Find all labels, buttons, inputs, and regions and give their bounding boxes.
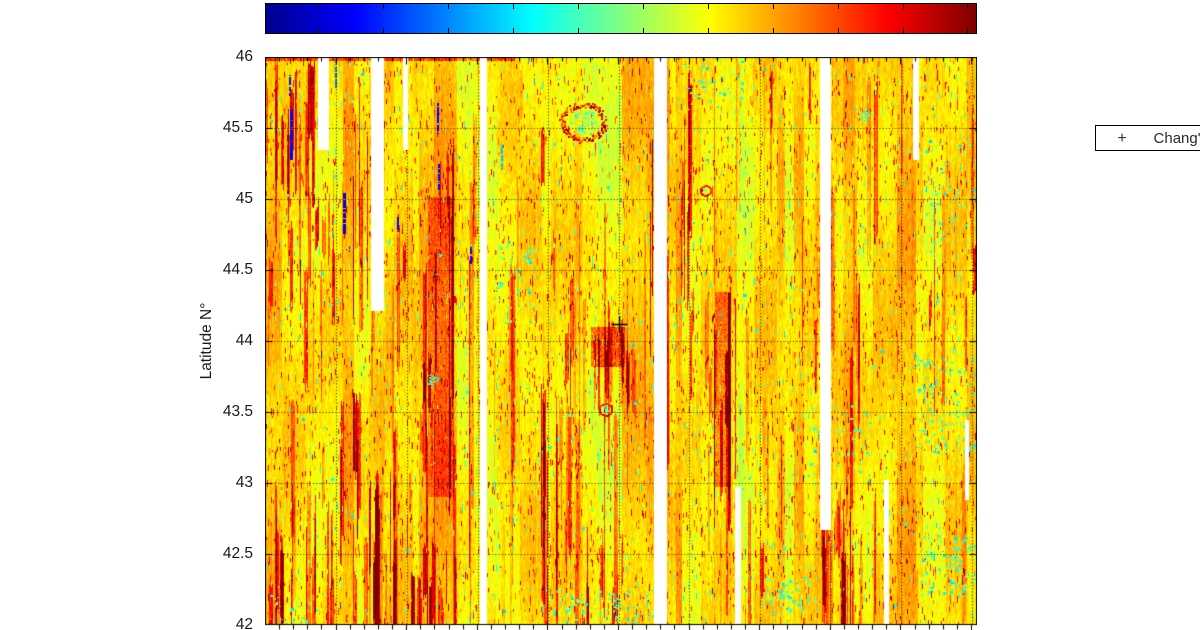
legend: + Chang'e 3 bbox=[1095, 125, 1200, 151]
colorbar-tick bbox=[838, 4, 839, 9]
colorbar-tick bbox=[448, 28, 449, 33]
y-tick-label: 44 bbox=[235, 332, 253, 349]
colorbar-tick bbox=[513, 28, 514, 33]
colorbar-tick bbox=[448, 4, 449, 9]
legend-label: Chang'e 3 bbox=[1153, 129, 1200, 147]
y-axis-tick-labels: 46 45.5 45 44.5 44 43.5 43 42.5 42 bbox=[0, 0, 253, 630]
plot-area: + Chang'e 3 bbox=[265, 57, 1200, 630]
colorbar-tick bbox=[578, 28, 579, 33]
colorbar-tick bbox=[838, 28, 839, 33]
legend-plus-marker-icon: + bbox=[1117, 129, 1127, 147]
colorbar-tick bbox=[708, 28, 709, 33]
y-tick-label: 42.5 bbox=[222, 545, 253, 562]
y-tick-label: 42 bbox=[235, 616, 253, 630]
y-tick-label: 45 bbox=[235, 190, 253, 207]
colorbar-tick bbox=[903, 28, 904, 33]
colorbar-tick bbox=[383, 4, 384, 9]
colorbar-tick bbox=[903, 4, 904, 9]
y-tick-label: 44.5 bbox=[222, 261, 253, 278]
colorbar-tick bbox=[967, 4, 968, 9]
colorbar-tick bbox=[513, 4, 514, 9]
colorbar-tick bbox=[318, 28, 319, 33]
y-tick-label: 46 bbox=[235, 48, 253, 65]
colorbar-tick bbox=[643, 4, 644, 9]
y-tick-label: 43 bbox=[235, 474, 253, 491]
colorbar-tick bbox=[708, 4, 709, 9]
colorbar-tick bbox=[318, 4, 319, 9]
colorbar-tick bbox=[578, 4, 579, 9]
y-tick-label: 43.5 bbox=[222, 403, 253, 420]
colorbar-tick bbox=[383, 28, 384, 33]
colorbar bbox=[265, 3, 977, 34]
colorbar-tick bbox=[643, 28, 644, 33]
colorbar-tick bbox=[967, 28, 968, 33]
y-axis-label: Latitude N° bbox=[198, 302, 215, 380]
heatmap-canvas bbox=[265, 57, 977, 630]
colorbar-tick bbox=[773, 4, 774, 9]
y-tick-label: 45.5 bbox=[222, 119, 253, 136]
colorbar-tick bbox=[773, 28, 774, 33]
